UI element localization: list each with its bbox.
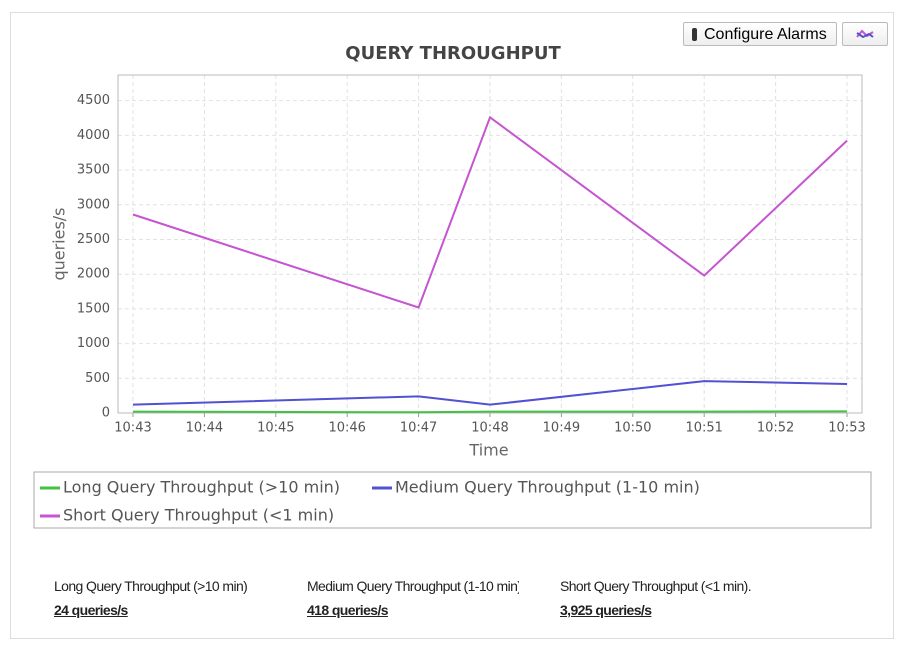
x-tick-label: 10:47 (400, 421, 437, 436)
x-tick-label: 10:53 (828, 421, 865, 436)
chart-options-button[interactable] (842, 22, 888, 46)
summary-value[interactable]: 418 queries/s (307, 602, 389, 618)
y-axis-label: queries/s (50, 207, 69, 280)
traffic-icon (692, 28, 697, 41)
x-tick-label: 10:48 (471, 421, 508, 436)
button-label: Configure Alarms (704, 26, 827, 43)
legend (33, 471, 872, 529)
y-tick-label: 4000 (77, 128, 110, 143)
x-tick-label: 10:49 (543, 421, 580, 436)
series-line (132, 380, 848, 406)
summary-label: Short Query Throughput (<1 min). (560, 578, 752, 594)
widget (10, 12, 894, 639)
summary-item: Long Query Throughput (>10 min) 24 querie… (54, 578, 266, 618)
series-line (132, 410, 848, 414)
x-tick-label: 10:50 (614, 421, 651, 436)
summary-label: Long Query Throughput (>10 min) (54, 578, 248, 594)
y-tick-label: 500 (85, 371, 110, 386)
x-tick-label: 10:45 (257, 421, 294, 436)
legend-label: Short Query Throughput (<1 min) (63, 506, 334, 525)
summary-item: Short Query Throughput (<1 min). 3,925 qu… (560, 578, 772, 618)
y-tick-label: 0 (102, 406, 110, 421)
summary-value[interactable]: 24 queries/s (54, 602, 128, 618)
legend-label: Long Query Throughput (>10 min) (63, 478, 340, 497)
chart-title: QUERY THROUGHPUT (345, 43, 561, 64)
y-tick-label: 1000 (77, 336, 110, 351)
x-tick-label: 10:46 (328, 421, 365, 436)
summary-label: Medium Query Throughput (1-10 min) (307, 578, 519, 594)
x-tick-label: 10:44 (186, 421, 223, 436)
y-tick-label: 3000 (77, 197, 110, 212)
summary-item: Medium Query Throughput (1-10 min) 418 qu… (307, 578, 519, 618)
y-tick-label: 2000 (77, 267, 110, 282)
y-tick-label: 1500 (77, 301, 110, 316)
y-tick-label: 4500 (77, 93, 110, 108)
x-tick-label: 10:52 (757, 421, 794, 436)
summary-value[interactable]: 3,925 queries/s (560, 602, 652, 618)
y-tick-label: 2500 (77, 232, 110, 247)
configure-alarms-button[interactable]: Configure Alarms (683, 22, 837, 46)
x-tick-label: 10:43 (114, 421, 151, 436)
plot-area (117, 74, 863, 414)
series-line (132, 115, 848, 309)
legend-label: Medium Query Throughput (1-10 min) (395, 478, 700, 497)
y-tick-label: 3500 (77, 163, 110, 178)
x-tick-label: 10:51 (685, 421, 722, 436)
x-axis-label: Time (468, 441, 508, 460)
chart-icon (856, 29, 874, 39)
